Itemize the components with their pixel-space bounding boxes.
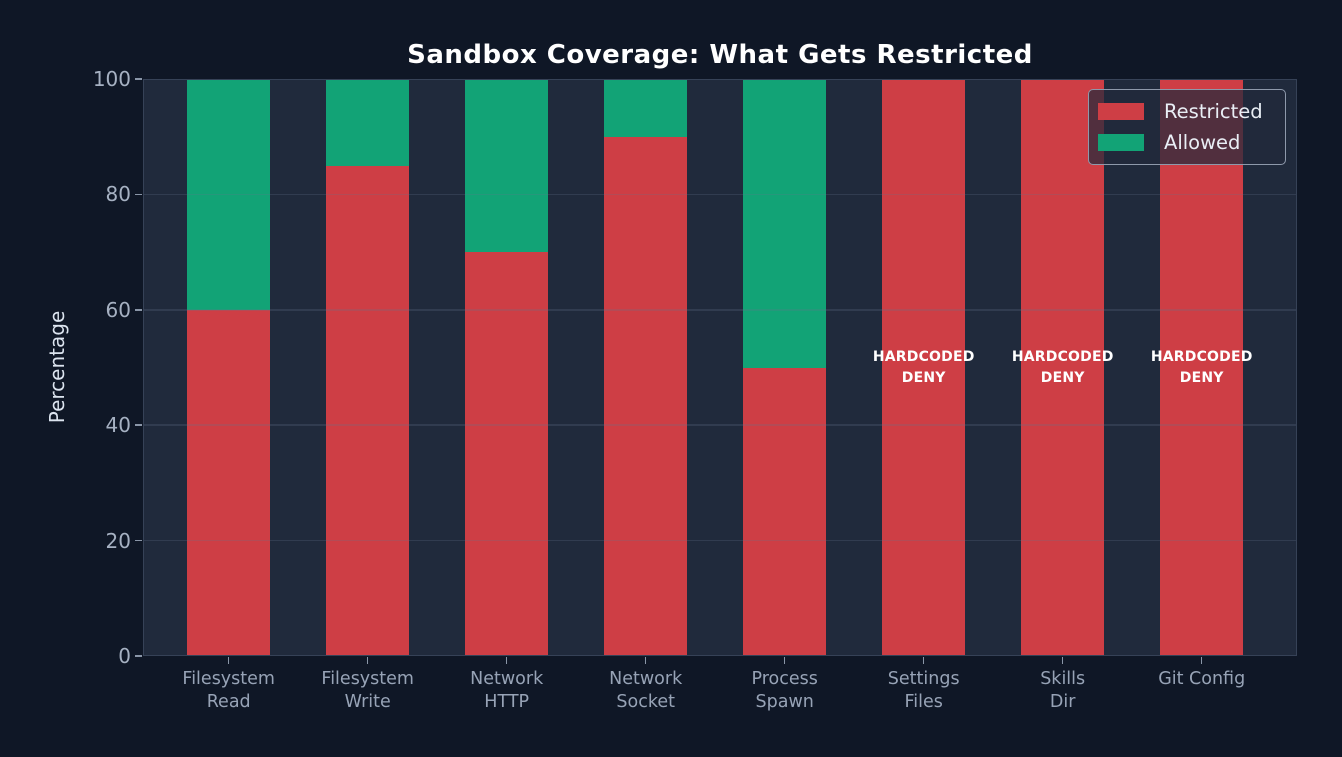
plot-area: HARDCODED DENY HARDCODED DENY HARDCODED DE… <box>143 79 1297 656</box>
y-tick-label: 0 <box>118 644 131 668</box>
bar-segment-allowed <box>326 79 410 166</box>
x-tick-mark <box>505 657 508 664</box>
bar-segment-restricted <box>882 79 966 656</box>
legend-label: Allowed <box>1164 131 1241 154</box>
x-tick-label: Settings Files <box>887 669 960 712</box>
bar-segment-allowed <box>465 79 549 253</box>
legend-swatch-restricted <box>1098 103 1144 120</box>
legend-entry: Restricted <box>1098 100 1275 123</box>
chart-title: Sandbox Coverage: What Gets Restricted <box>407 40 1033 70</box>
legend-swatch-allowed <box>1098 134 1144 151</box>
hardcoded-deny-annotation: HARDCODED DENY <box>1011 348 1114 386</box>
y-tick-label: 100 <box>92 67 131 91</box>
legend-label: Restricted <box>1164 100 1263 123</box>
bar-segment-restricted <box>604 136 688 656</box>
hardcoded-deny-annotation: HARDCODED DENY <box>872 348 975 386</box>
bar-segment-allowed <box>604 79 688 137</box>
x-tick-label: Git Config <box>1158 669 1246 689</box>
x-tick-label: Skills Dir <box>1040 669 1086 712</box>
y-tick-label: 40 <box>105 413 131 438</box>
legend-entry: Allowed <box>1098 131 1275 154</box>
x-tick-label: Network HTTP <box>470 669 544 712</box>
bar-segment-allowed <box>743 79 827 368</box>
bar-segment-restricted <box>1021 79 1105 656</box>
y-tick-mark <box>135 655 142 657</box>
y-axis-label: Percentage <box>45 310 69 424</box>
y-tick-label: 60 <box>105 297 131 322</box>
y-tick-mark <box>135 539 142 542</box>
y-tick-mark <box>135 193 142 196</box>
x-tick-mark <box>366 657 369 664</box>
x-tick-mark <box>227 657 230 664</box>
bar-segment-allowed <box>187 79 271 310</box>
y-tick-mark <box>135 309 142 311</box>
hardcoded-deny-annotation: HARDCODED DENY <box>1150 348 1253 386</box>
gridline <box>143 309 1297 311</box>
x-tick-label: Filesystem Read <box>182 669 275 712</box>
bar-segment-restricted <box>743 367 827 656</box>
bar-segment-restricted <box>187 309 271 656</box>
y-tick-mark <box>135 424 142 426</box>
y-tick-label: 80 <box>105 182 131 207</box>
x-tick-mark <box>1200 657 1203 664</box>
y-tick-mark <box>135 78 142 80</box>
bar-segment-restricted <box>465 252 549 656</box>
gridline <box>143 539 1297 542</box>
gridline <box>143 193 1297 196</box>
legend: Restricted Allowed <box>1088 89 1286 165</box>
x-tick-label: Filesystem Write <box>321 669 414 712</box>
x-tick-mark <box>922 657 925 664</box>
x-tick-label: Process Spawn <box>751 669 818 712</box>
y-tick-label: 20 <box>105 528 131 553</box>
gridline <box>143 424 1297 426</box>
bar-segment-restricted <box>326 165 410 656</box>
x-tick-mark <box>1061 657 1064 664</box>
bar-segment-restricted <box>1160 79 1244 656</box>
x-tick-mark <box>644 657 647 664</box>
x-tick-label: Network Socket <box>609 669 683 712</box>
x-tick-mark <box>783 657 786 664</box>
